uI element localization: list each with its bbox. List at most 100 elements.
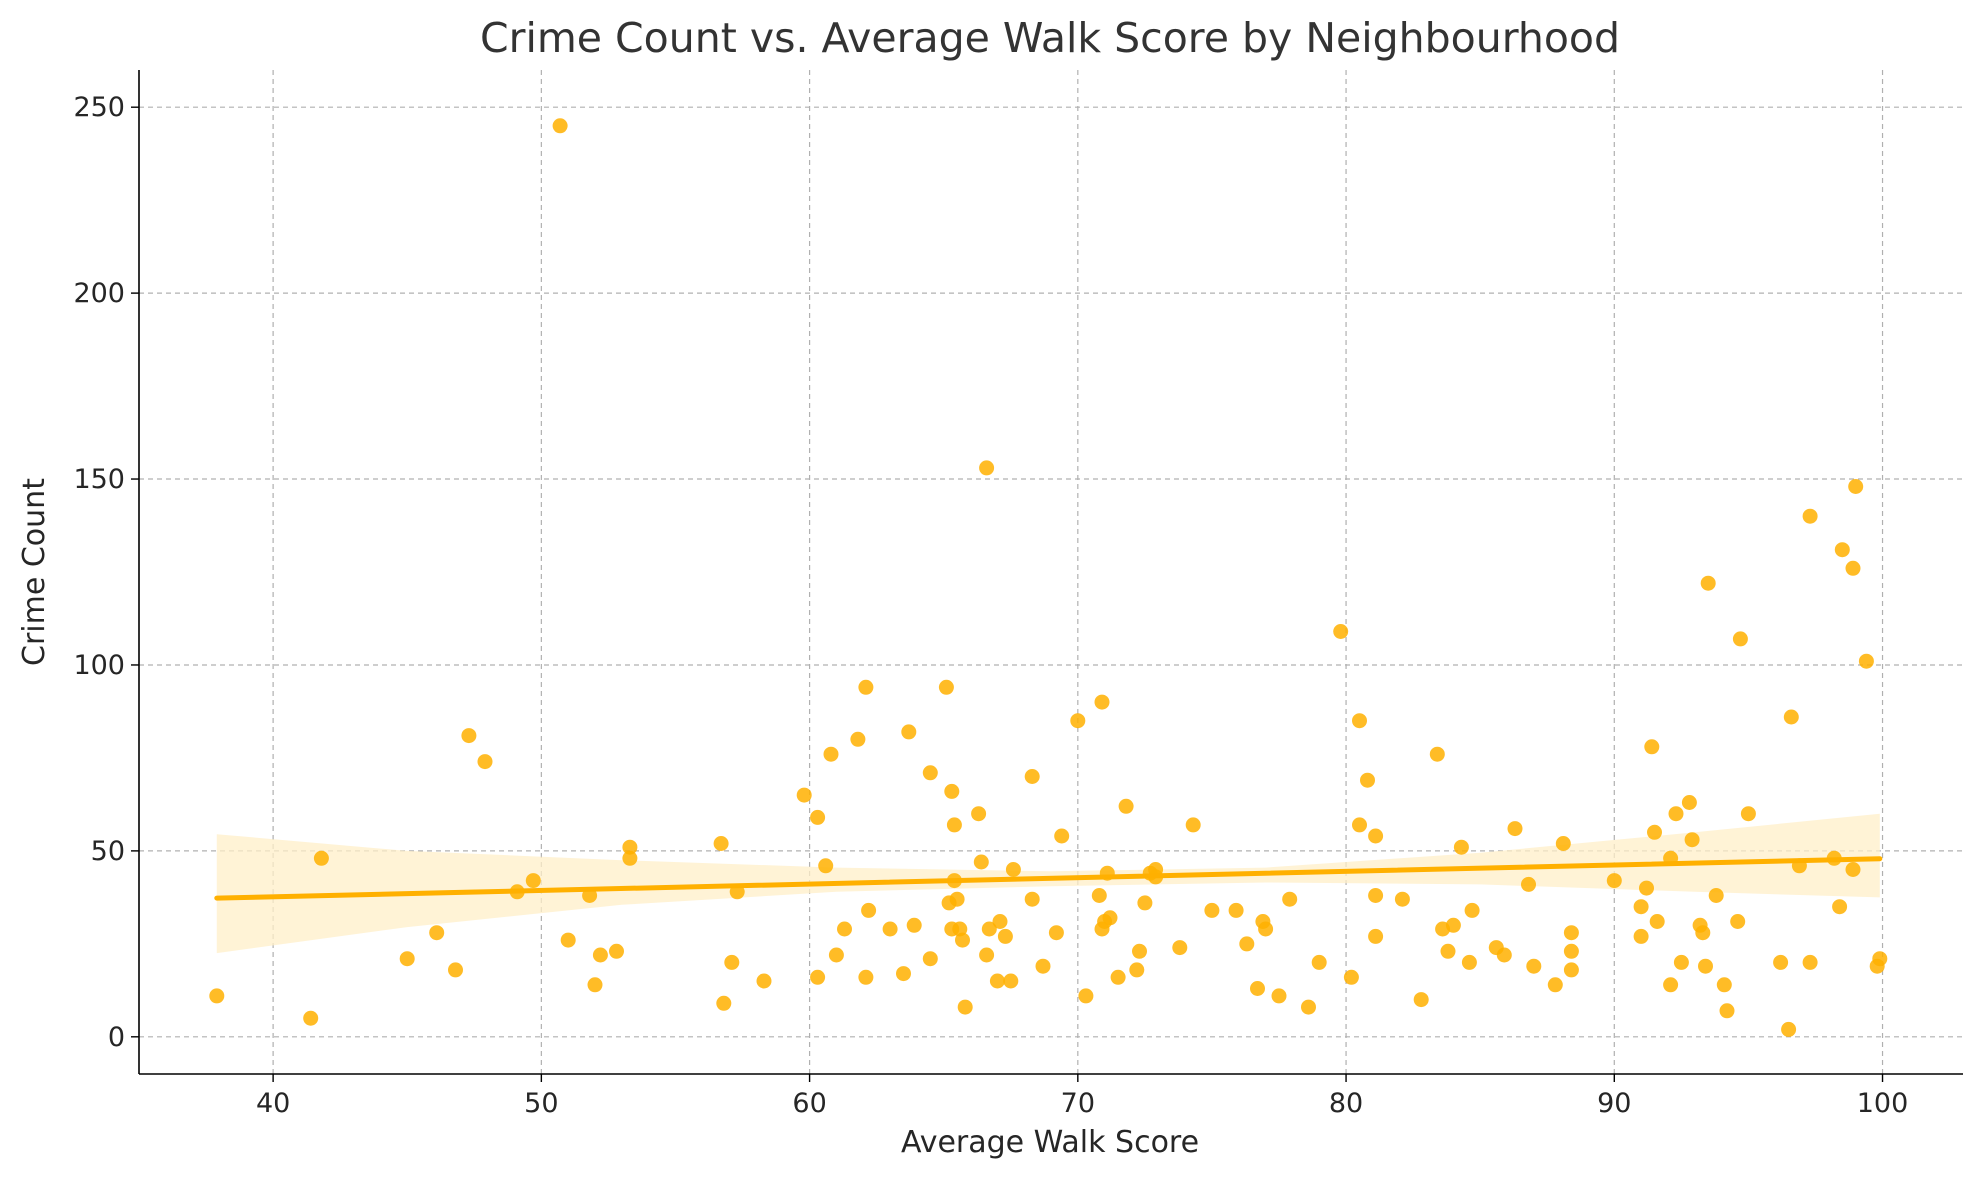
data-point (592, 947, 608, 963)
data-point (1647, 824, 1662, 840)
data-point (1633, 899, 1649, 915)
data-point (949, 891, 965, 907)
data-point (1858, 653, 1874, 669)
data-point (1802, 508, 1818, 524)
data-point (313, 850, 329, 866)
data-point (997, 928, 1013, 944)
data-point (1110, 969, 1126, 985)
data-point (882, 921, 898, 937)
data-point (622, 839, 638, 855)
data-point (837, 921, 852, 937)
data-point (1832, 899, 1848, 915)
data-point (1708, 888, 1724, 903)
y-axis-title: Crime Count (17, 478, 52, 666)
data-point (1352, 817, 1367, 833)
data-point (828, 947, 844, 963)
data-point (823, 746, 839, 762)
data-point (1695, 925, 1711, 941)
data-point (1547, 977, 1563, 993)
data-point (1716, 977, 1732, 993)
y-tick-label: 150 (73, 464, 125, 495)
y-tick-label: 50 (91, 836, 125, 867)
data-point (622, 850, 638, 866)
data-point (1172, 940, 1188, 956)
data-point (1526, 958, 1542, 974)
data-point (1185, 817, 1201, 833)
data-point (303, 1010, 319, 1026)
data-point (429, 925, 445, 941)
axes-layer (138, 70, 1963, 1075)
data-point (448, 962, 463, 978)
data-point (1719, 1003, 1735, 1019)
x-tick-label: 100 (1857, 1088, 1909, 1119)
y-tick-label: 0 (108, 1022, 125, 1053)
y-tick-label: 250 (73, 92, 125, 123)
data-point (1773, 954, 1789, 970)
data-point (1094, 694, 1110, 710)
data-point (1118, 798, 1134, 814)
data-point (957, 999, 973, 1015)
x-tick-label: 50 (524, 1088, 558, 1119)
data-point (1845, 862, 1861, 877)
data-point (1352, 713, 1367, 729)
data-point (1360, 772, 1375, 788)
data-points-layer (209, 118, 1888, 1037)
data-point (944, 783, 960, 799)
data-point (552, 118, 568, 134)
data-point (1137, 895, 1153, 911)
data-point (906, 917, 922, 933)
data-point (1368, 828, 1384, 844)
ticks-layer: 40 50 60 70 80 90 100 0 50 100 150 200 250 (73, 92, 1908, 1119)
data-point (713, 836, 729, 851)
data-point (1684, 832, 1700, 848)
confidence-band (216, 813, 1880, 954)
x-tick-label: 90 (1597, 1088, 1631, 1119)
data-point (861, 902, 877, 918)
data-point (1078, 988, 1094, 1004)
data-point (1781, 1021, 1797, 1037)
data-point (896, 966, 911, 982)
grid-layer (139, 70, 1963, 1074)
data-point (1521, 876, 1536, 892)
data-point (810, 969, 826, 985)
data-point (955, 932, 970, 948)
data-point (1301, 999, 1316, 1015)
data-point (1368, 888, 1384, 903)
data-point (1644, 739, 1660, 755)
data-point (1464, 902, 1480, 918)
data-point (938, 679, 954, 695)
data-point (1673, 954, 1689, 970)
data-point (1845, 560, 1861, 576)
data-point (1663, 977, 1679, 993)
data-point (477, 754, 493, 770)
y-tick-label: 100 (73, 650, 125, 681)
data-point (818, 858, 834, 874)
data-point (796, 787, 812, 803)
data-point (1035, 958, 1051, 974)
data-point (992, 914, 1008, 929)
data-point (1070, 713, 1086, 729)
data-point (973, 854, 989, 870)
data-point (1413, 992, 1429, 1008)
data-point (1639, 880, 1654, 896)
data-point (1228, 902, 1244, 918)
data-point (1730, 914, 1746, 929)
data-point (989, 973, 1005, 989)
data-point (1700, 575, 1716, 591)
data-point (1129, 962, 1145, 978)
data-point (716, 995, 732, 1011)
data-point (1368, 928, 1384, 944)
data-point (1003, 973, 1019, 989)
data-point (1258, 921, 1274, 937)
x-axis-title: Average Walk Score (901, 1125, 1199, 1160)
data-point (922, 765, 938, 781)
data-point (850, 731, 866, 747)
data-point (1394, 891, 1410, 907)
data-point (1507, 821, 1523, 837)
data-point (1440, 943, 1456, 959)
data-point (1872, 951, 1888, 967)
data-point (1681, 795, 1697, 810)
data-point (461, 728, 477, 744)
